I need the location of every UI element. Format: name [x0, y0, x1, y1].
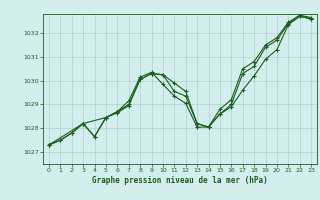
X-axis label: Graphe pression niveau de la mer (hPa): Graphe pression niveau de la mer (hPa)	[92, 176, 268, 185]
